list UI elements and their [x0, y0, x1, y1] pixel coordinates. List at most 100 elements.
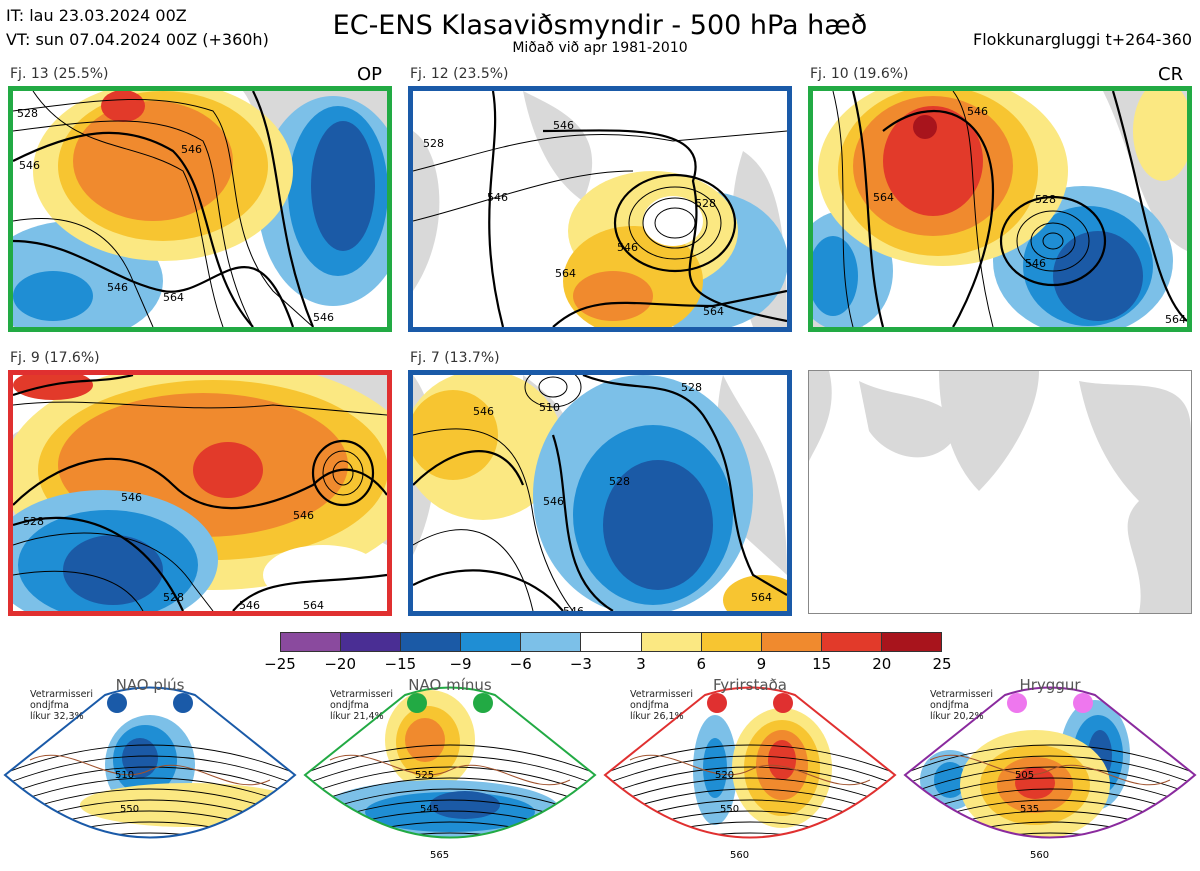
panel-3-label: Fj. 10 (19.6%) — [810, 66, 909, 82]
p1-contour-label-3: 546 — [181, 143, 202, 156]
p3-contour-label-3: 528 — [1035, 193, 1056, 206]
regime-2-center-dot — [407, 693, 427, 713]
colorbar-tick-label: 3 — [636, 655, 646, 673]
p4-contour-label-2: 528 — [23, 515, 44, 528]
map-4-graphic: 546 528 546 528 546 564 — [13, 375, 387, 611]
colorbar-tick-label: −25 — [264, 655, 296, 673]
colorbar-segment — [341, 633, 402, 651]
p1-contour-label-2: 546 — [19, 159, 40, 172]
colorbar-segment — [881, 633, 942, 651]
regime-1-center-dot — [173, 693, 193, 713]
colorbar-tick-label: 15 — [812, 655, 832, 673]
p2-contour-label-1: 528 — [423, 137, 444, 150]
p4-contour-label-4: 528 — [163, 591, 184, 604]
colorbar-tick-label: −9 — [449, 655, 472, 673]
colorbar-segment — [581, 633, 642, 651]
p5-contour-label-1: 510 — [539, 401, 560, 414]
regime-3-description: Vetrarmisseri ondjfma líkur 26,1% — [630, 689, 693, 722]
regime-1-contour-label: 550 — [120, 804, 139, 815]
p3-contour-label-2: 564 — [873, 191, 894, 204]
regime-4-description: Vetrarmisseri ondjfma líkur 20,2% — [930, 689, 993, 722]
colorbar-tick-label: 9 — [756, 655, 767, 673]
cluster-map-3: 546 564 528 546 564 — [808, 86, 1192, 332]
regime-4-name: Hryggur — [1019, 676, 1081, 694]
p3-contour-label-4: 546 — [1025, 257, 1046, 270]
reference-map — [808, 370, 1192, 614]
regime-2: 525 545 565 — [303, 686, 597, 861]
colorbar-tick-label: 20 — [872, 655, 892, 673]
p4-contour-label-6: 564 — [303, 599, 324, 611]
regime-3-contour-label: 520 — [715, 770, 734, 781]
colorbar-segment — [641, 633, 702, 651]
regime-1-contour-label: 510 — [115, 770, 134, 781]
regime-4-center-dot — [1073, 693, 1093, 713]
colorbar-segment — [521, 633, 582, 651]
regime-4-contour-label: 535 — [1020, 804, 1039, 815]
p2-contour-label-2: 546 — [487, 191, 508, 204]
colorbar-tick-label: −6 — [509, 655, 532, 673]
anomaly-colorbar — [280, 632, 942, 652]
regime-3-contour-label: 550 — [720, 804, 739, 815]
p3-contour-label-5: 564 — [1165, 313, 1186, 326]
p1-contour-label-5: 546 — [107, 281, 128, 294]
colorbar-segment — [281, 633, 342, 651]
p5-contour-label-7: 564 — [751, 591, 772, 604]
colorbar-segment — [761, 633, 822, 651]
p3-contour-label-1: 546 — [967, 105, 988, 118]
cluster-map-5: 510 546 528 528 546 546 564 — [408, 370, 792, 616]
p5-contour-label-5: 546 — [473, 405, 494, 418]
regime-2-name: NAO mínus — [408, 676, 492, 694]
colorbar-tick-label: −15 — [384, 655, 417, 673]
p2-contour-label-3: 546 — [553, 119, 574, 132]
colorbar-segment — [401, 633, 462, 651]
reference-map-graphic — [809, 371, 1191, 613]
page-subtitle: Miðað við apr 1981-2010 — [512, 40, 688, 56]
p4-contour-label-3: 546 — [293, 509, 314, 522]
classification-window: Flokkunargluggi t+264-360 — [973, 30, 1192, 49]
regime-3: 520 550 560 — [603, 686, 897, 861]
regime-2-contour-label: 565 — [430, 850, 449, 861]
p5-contour-label-3: 528 — [609, 475, 630, 488]
cluster-map-4: 546 528 546 528 546 564 — [8, 370, 392, 616]
panel-5-label: Fj. 7 (13.7%) — [410, 350, 500, 366]
map-5-graphic: 510 546 528 528 546 546 564 — [413, 375, 787, 611]
regime-2-contour-label: 545 — [420, 804, 439, 815]
panel-1-label: Fj. 13 (25.5%) — [10, 66, 109, 82]
map-2-graphic: 528 546 546 528 546 564 564 — [413, 91, 787, 327]
cluster-map-1: 528 546 546 564 546 546 — [8, 86, 392, 332]
cluster-map-2: 528 546 546 528 546 564 564 — [408, 86, 792, 332]
regime-4: 505 535 560 — [903, 686, 1197, 861]
regime-2-description: Vetrarmisseri ondjfma líkur 21,4% — [330, 689, 393, 722]
regime-3-center-dot — [773, 693, 793, 713]
colorbar-segment — [701, 633, 762, 651]
p2-contour-label-7: 564 — [703, 305, 724, 318]
panel-4-label: Fj. 9 (17.6%) — [10, 350, 100, 366]
p4-contour-label-5: 546 — [239, 599, 260, 611]
colorbar-tick-label: −20 — [324, 655, 356, 673]
regime-1-description: Vetrarmisseri ondjfma líkur 32,3% — [30, 689, 93, 722]
regime-1-name: NAO plús — [115, 676, 185, 694]
p5-contour-label-4: 528 — [681, 381, 702, 394]
regime-1-center-dot — [107, 693, 127, 713]
page-title: EC-ENS Klasaviðsmyndir - 500 hPa hæð — [332, 10, 868, 41]
p1-contour-label-6: 546 — [313, 311, 334, 324]
p2-contour-label-6: 564 — [555, 267, 576, 280]
regime-1: 510 550 — [3, 686, 297, 839]
p1-contour-label-4: 564 — [163, 291, 184, 304]
regime-4-contour-label: 505 — [1015, 770, 1034, 781]
regime-3-center-dot — [707, 693, 727, 713]
regime-4-contour-label: 560 — [1030, 850, 1049, 861]
p4-contour-label-1: 546 — [121, 491, 142, 504]
regime-3-contour-label: 560 — [730, 850, 749, 861]
p5-contour-label-6: 546 — [563, 605, 584, 611]
p2-contour-label-4: 528 — [695, 197, 716, 210]
initial-time: IT: lau 23.03.2024 00Z — [6, 6, 187, 25]
valid-time: VT: sun 07.04.2024 00Z (+360h) — [6, 30, 269, 49]
p1-contour-label-1: 528 — [17, 107, 38, 120]
colorbar-segment — [461, 633, 522, 651]
colorbar-tick-label: 25 — [932, 655, 952, 673]
regime-2-center-dot — [473, 693, 493, 713]
map-3-graphic: 546 564 528 546 564 — [813, 91, 1187, 327]
p2-contour-label-5: 546 — [617, 241, 638, 254]
